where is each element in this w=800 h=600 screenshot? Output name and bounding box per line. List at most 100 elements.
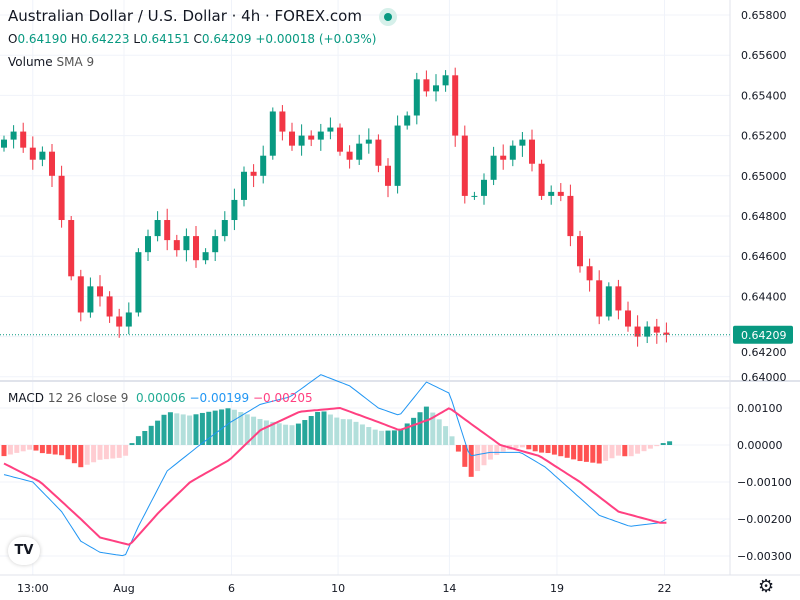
macd-tick-label: 0.00100 (737, 402, 783, 415)
macd-histogram-bar (238, 412, 244, 445)
candle-body (279, 111, 286, 132)
macd-histogram-bar (27, 445, 33, 450)
macd-histogram-bar (257, 418, 263, 445)
symbol-title[interactable]: Australian Dollar / U.S. Dollar · 4h · F… (8, 7, 362, 25)
candle-body (327, 127, 334, 132)
candle-body (77, 276, 84, 313)
candle-body (538, 163, 545, 196)
macd-histogram-bar (263, 420, 269, 445)
market-status-icon (378, 7, 397, 26)
price-tick-label: 0.65200 (741, 130, 787, 143)
tradingview-logo[interactable]: TV (8, 537, 40, 565)
close-label: C (193, 32, 202, 46)
macd-histogram-bar (443, 426, 449, 445)
candle-body (49, 151, 55, 176)
macd-histogram-bar (564, 445, 570, 458)
macd-histogram-bar (519, 445, 525, 448)
open-label: O (8, 32, 18, 46)
high-value: 0.64223 (79, 32, 130, 46)
macd-histogram-bar (199, 412, 205, 445)
macd-histogram-bar (295, 423, 301, 445)
candle-body (106, 296, 113, 317)
candle-body (97, 286, 103, 297)
candle-body (529, 139, 535, 164)
macd-histogram-bar (551, 445, 557, 455)
macd-histogram-bar (391, 430, 397, 445)
macd-histogram-bar (654, 445, 660, 447)
price-tick-label: 0.64400 (741, 290, 787, 303)
candle-body (125, 312, 132, 327)
candle-body (404, 115, 411, 126)
macd-histogram-bar (116, 445, 122, 458)
candle-body (577, 236, 583, 267)
candle-body (241, 171, 247, 200)
candle-body (490, 155, 497, 180)
macd-histogram-bar (423, 406, 429, 445)
macd-histogram-bar (449, 436, 455, 445)
macd-histogram-bar (84, 445, 90, 465)
macd-histogram-bar (558, 445, 564, 457)
candle-body (154, 220, 161, 237)
candle-body (260, 155, 267, 176)
macd-histogram-bar (647, 445, 653, 449)
macd-histogram-bar (398, 429, 404, 445)
macd-histogram-bar (660, 443, 666, 445)
macd-histogram-bar (475, 445, 481, 472)
candle-body (116, 316, 123, 327)
volume-legend[interactable]: Volume SMA 9 (8, 55, 94, 69)
candle-body (145, 236, 151, 253)
candle-body (653, 326, 660, 333)
candle-body (87, 286, 94, 313)
macd-histogram-bar (641, 445, 647, 452)
macd-histogram-bar (430, 412, 436, 445)
macd-legend[interactable]: MACD 12 26 close 9 0.00006 −0.00199 −0.0… (8, 391, 313, 405)
settings-gear-icon[interactable]: ⚙ (758, 576, 775, 597)
candle-body (20, 131, 27, 148)
macd-histogram-bar (340, 419, 346, 445)
candle-body (586, 266, 593, 281)
macd-histogram-bar (174, 413, 180, 445)
candle-body (202, 252, 209, 261)
macd-histogram-bar (251, 416, 257, 445)
macd-histogram-bar (302, 420, 308, 445)
macd-histogram-bar (167, 412, 173, 445)
candle-body (68, 220, 75, 277)
macd-histogram-bar (468, 445, 474, 477)
candle-body (346, 151, 353, 160)
candle-body (375, 139, 382, 166)
time-tick-label: 22 (657, 582, 671, 595)
macd-histogram-bar (353, 421, 359, 445)
macd-histogram-bar (20, 445, 26, 452)
macd-histogram-bar (372, 429, 378, 445)
macd-histogram-bar (193, 414, 199, 445)
price-tick-label: 0.64600 (741, 250, 787, 263)
candle-body (250, 171, 257, 176)
time-tick-label: 19 (550, 582, 564, 595)
signal-line (3, 406, 667, 546)
candle-body (519, 139, 526, 146)
macd-histogram-bar (206, 411, 212, 445)
price-tick-label: 0.64000 (741, 371, 787, 384)
candle-body (289, 131, 295, 146)
candle-body (173, 240, 180, 251)
price-tick-label: 0.65600 (741, 49, 787, 62)
macd-histogram-bar (494, 445, 500, 455)
macd-histogram-bar (148, 425, 154, 445)
macd-histogram-bar (436, 419, 442, 445)
candle-body (164, 220, 171, 241)
macd-histogram-bar (583, 445, 589, 462)
macd-histogram-bar (526, 445, 532, 450)
macd-histogram-bar (244, 414, 250, 445)
price-tick-label: 0.64200 (741, 346, 787, 359)
macd-histogram-bar (481, 445, 487, 466)
macd-line-value: −0.00199 (189, 391, 250, 405)
macd-histogram-bar (532, 445, 538, 452)
macd-histogram-bar (609, 445, 615, 459)
macd-line (3, 374, 667, 557)
candle-body (231, 199, 238, 221)
macd-histogram-bar (231, 409, 237, 445)
macd-histogram-bar (1, 445, 7, 457)
macd-histogram-bar (500, 445, 506, 452)
